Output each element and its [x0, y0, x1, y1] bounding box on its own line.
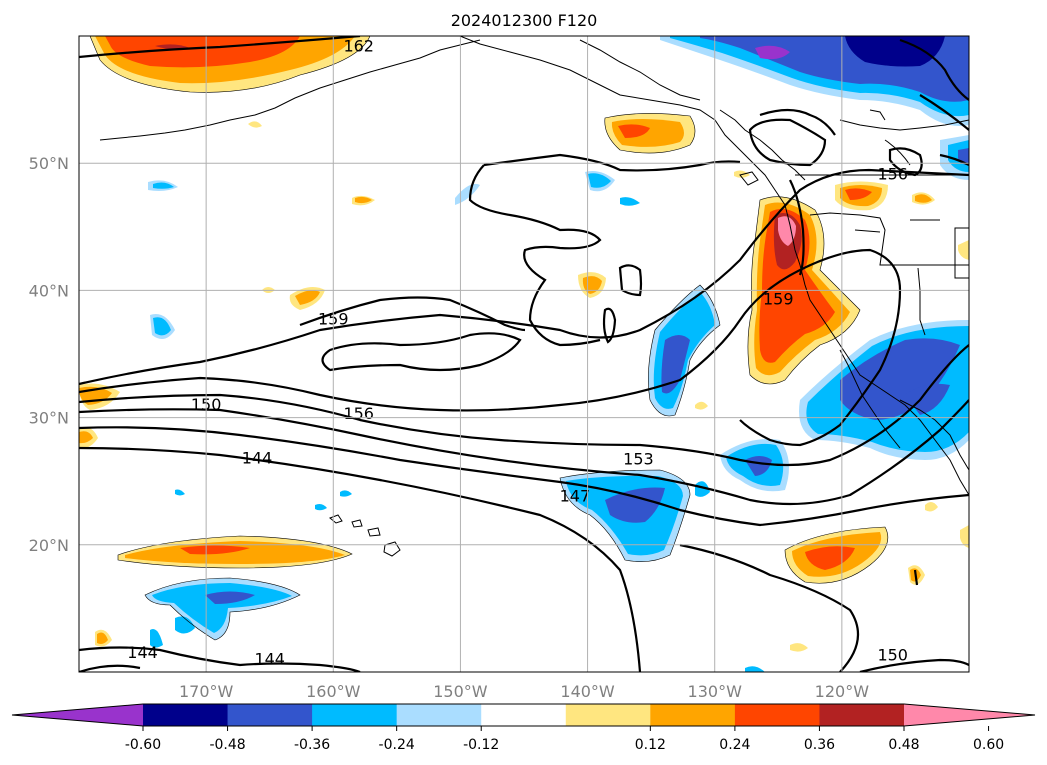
colorbar-bin [396, 704, 482, 726]
colorbar-bin [734, 704, 820, 726]
colorbar-tick-label: 0.60 [973, 737, 1004, 753]
colorbar-extend-high [904, 704, 1035, 726]
colorbar-labels: -0.60 -0.48 -0.36 -0.24 -0.12 0.12 0.24 0.36 0.4… [125, 737, 1004, 753]
colorbar-bin [227, 704, 313, 726]
contour-label: 156 [877, 165, 908, 184]
colorbar-tick-label: -0.12 [463, 737, 499, 753]
longitude-labels: 170°W 160°W 150°W 140°W 130°W 120°W [179, 682, 869, 701]
height-contours [79, 36, 969, 672]
contour-label: 159 [763, 289, 794, 308]
lat-tick-label: 20°N [29, 536, 69, 555]
colorbar-tick-label: 0.48 [888, 737, 919, 753]
shading-outlines [89, 36, 889, 641]
lon-tick-label: 130°W [688, 682, 743, 701]
colorbar-tick-label: 0.36 [804, 737, 835, 753]
colorbar-tick-label: 0.24 [719, 737, 750, 753]
contour-label: 153 [623, 450, 654, 469]
lon-tick-label: 120°W [815, 682, 870, 701]
coastlines [99, 36, 969, 557]
colorbar-bin [650, 704, 736, 726]
contour-label: 150 [877, 646, 908, 665]
colorbar-tick-label: -0.24 [379, 737, 415, 753]
gridlines [79, 36, 969, 672]
colorbar-tick-label: -0.48 [209, 737, 245, 753]
lon-tick-label: 160°W [306, 682, 361, 701]
lat-tick-label: 40°N [29, 281, 69, 300]
colorbar-bin [481, 704, 567, 726]
colorbar [11, 703, 1036, 731]
contour-label: 144 [242, 448, 273, 467]
colorbar-bin [819, 704, 905, 726]
figure-title: 2024012300 F120 [451, 11, 598, 30]
lon-tick-label: 140°W [560, 682, 615, 701]
colorbar-bin [565, 704, 651, 726]
contour-label: 156 [343, 404, 374, 423]
negative-anomaly-shading [145, 36, 969, 672]
lon-tick-label: 170°W [179, 682, 234, 701]
lat-tick-label: 50°N [29, 154, 69, 173]
latitude-labels: 20°N 30°N 40°N 50°N [29, 154, 69, 555]
lat-tick-label: 30°N [29, 409, 69, 428]
colorbar-bin [312, 704, 398, 726]
colorbar-tick-label: 0.12 [635, 737, 666, 753]
colorbar-extend-low [12, 704, 143, 726]
lon-tick-label: 150°W [433, 682, 488, 701]
contour-label: 162 [343, 36, 374, 55]
contour-label: 147 [560, 487, 591, 506]
colorbar-tick-label: -0.60 [125, 737, 161, 753]
colorbar-tick-label: -0.36 [294, 737, 330, 753]
contour-label: 144 [254, 649, 285, 668]
colorbar-bin [143, 704, 229, 726]
map-frame [78, 35, 970, 673]
contour-label: 144 [127, 643, 158, 662]
